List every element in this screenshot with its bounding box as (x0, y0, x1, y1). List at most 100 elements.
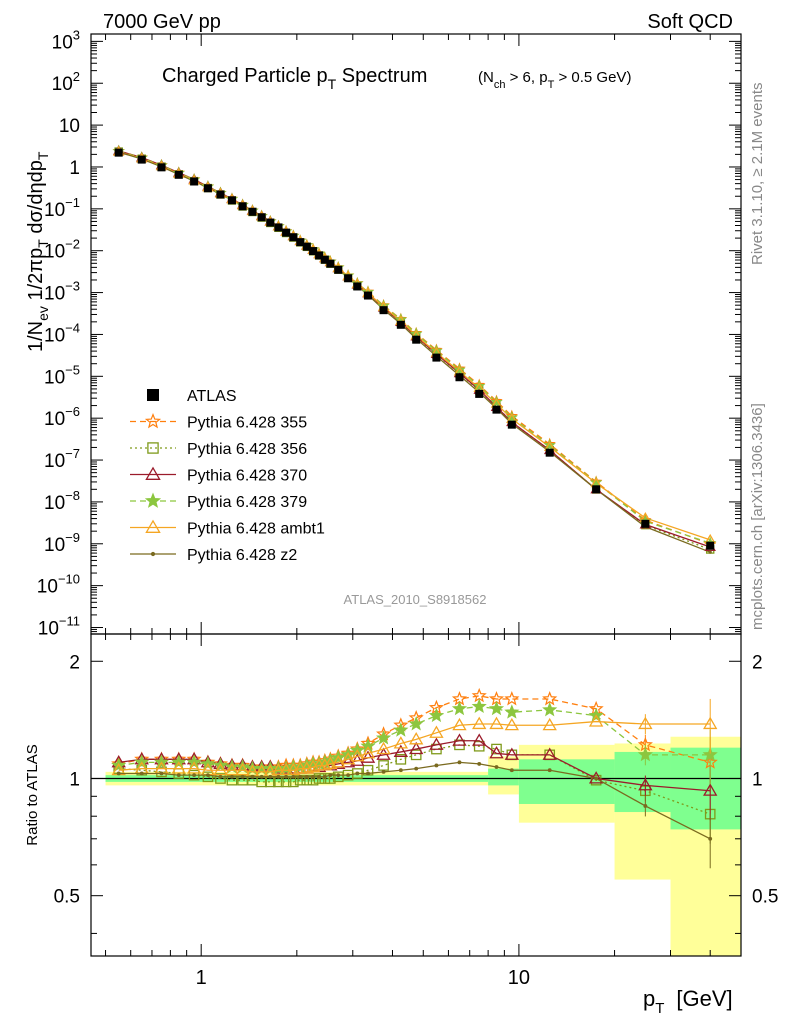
ratio-point-ambt1 (213, 762, 228, 776)
y-tick-label: 10−1 (44, 195, 80, 221)
ratio-point-ambt1 (409, 732, 424, 745)
ratio-point-ambt1 (360, 746, 376, 759)
ratio-point-z2 (230, 774, 234, 779)
ratio-point-z2 (477, 761, 482, 766)
atlas-point (379, 306, 388, 315)
ratio-point-z2 (509, 768, 514, 773)
ratio-point-p379 (451, 700, 468, 716)
ratio-line-ambt1 (118, 720, 711, 773)
atlas-point (257, 213, 266, 222)
y-tick-label: 102 (52, 69, 80, 95)
ratio-point-z2 (336, 773, 341, 778)
ratio-point-ambt1 (317, 758, 333, 771)
xaxis-label: pT [GeV] (643, 986, 733, 1017)
ratio-point-p379 (360, 738, 376, 753)
legend-marker-ambt1 (145, 519, 161, 533)
legend-label: Pythia 6.428 379 (187, 494, 307, 511)
ratio-point-p379 (471, 698, 487, 714)
atlas-point (432, 353, 441, 362)
y-tick-exponent: −8 (65, 488, 80, 503)
ratio-point-z2 (250, 774, 255, 779)
y-tick-label: 10−5 (44, 362, 80, 388)
uncertainty-band-stat (518, 759, 615, 804)
y-tick-label: 10−2 (44, 237, 80, 263)
analysis-id-label: ATLAS_2010_S8918562 (344, 592, 487, 607)
ratio-point-p370 (504, 747, 520, 760)
atlas-point (455, 373, 464, 382)
y-tick-exponent: −11 (59, 614, 80, 629)
atlas-point (266, 218, 275, 227)
atlas-point (227, 196, 236, 205)
y-tick-exponent: −1 (65, 195, 80, 210)
ratio-point-p379 (504, 704, 520, 719)
ratio-point-z2 (291, 774, 296, 779)
ratio-ylabel: Ratio to ATLAS (24, 744, 41, 845)
ratio-point-z2 (355, 771, 360, 776)
ratio-point-p370 (542, 747, 557, 760)
y-tick-label: 10−8 (44, 488, 80, 514)
ratio-point-p370 (638, 778, 653, 791)
ratio-y-tick-label: 1 (69, 769, 80, 790)
ratio-point-z2 (317, 774, 322, 779)
ratio-point-p370 (350, 753, 365, 766)
atlas-point (203, 184, 212, 193)
y-tick-label: 10 (59, 116, 80, 137)
ratio-point-ambt1 (376, 741, 391, 755)
ratio-point-z2 (240, 774, 245, 779)
atlas-point (320, 255, 329, 264)
ratio-point-z2 (139, 771, 144, 776)
ratio-point-ambt1 (323, 756, 338, 769)
y-tick-exponent: −2 (65, 237, 80, 252)
ratio-point-ambt1 (452, 717, 467, 731)
atlas-point (641, 519, 650, 528)
ratio-point-z2 (205, 773, 210, 778)
y-tick-exponent: −9 (65, 530, 80, 545)
atlas-point (238, 202, 247, 211)
main-title: Charged Particle pT Spectrum (162, 65, 427, 92)
ratio-point-z2 (457, 760, 462, 765)
ratio-y-tick-label-right: 0.5 (752, 887, 778, 908)
y-tick-mantissa: 10 (52, 74, 73, 95)
atlas-point (190, 177, 199, 186)
y-tick-exponent: −7 (65, 446, 80, 461)
ratio-point-p379 (408, 716, 424, 731)
atlas-point (315, 251, 324, 260)
atlas-point (475, 389, 484, 398)
ratio-point-z2 (259, 774, 264, 779)
title-sub: T (328, 76, 337, 92)
ratio-point-p370 (393, 744, 409, 757)
atlas-point (114, 148, 123, 157)
legend-label: Pythia 6.428 355 (187, 415, 307, 432)
ratio-point-p370 (360, 750, 376, 763)
legend-label: Pythia 6.428 z2 (187, 547, 297, 564)
ratio-point-p356 (215, 773, 226, 784)
ratio-point-p379 (702, 746, 718, 762)
ratio-point-z2 (414, 766, 419, 771)
ratio-point-p356 (313, 773, 325, 784)
ratio-point-ambt1 (271, 762, 286, 776)
y-tick-label: 10−6 (44, 404, 80, 430)
y-tick-exponent: −6 (65, 404, 80, 419)
title-tail: Spectrum (336, 65, 427, 87)
y-tick-mantissa: 10 (52, 32, 73, 53)
ratio-point-p379 (637, 746, 653, 762)
main-line-z2 (118, 151, 711, 553)
y-tick-exponent: −10 (58, 572, 80, 587)
y-tick-mantissa: 10 (44, 367, 65, 388)
ratio-point-z2 (366, 771, 370, 776)
atlas-point (289, 233, 298, 242)
y-tick-mantissa: 10 (38, 619, 59, 640)
y-tick-exponent: −3 (65, 279, 80, 294)
legend-marker-p370 (145, 466, 161, 480)
legend: ATLAS Pythia 6.428 355 Pythia 6.428 356 Pyt… (130, 388, 325, 564)
ratio-point-z2 (547, 768, 552, 773)
y-tick-label: 10−10 (37, 572, 80, 598)
y-tick-label: 10−7 (44, 446, 80, 472)
ratio-point-ambt1 (224, 762, 240, 776)
ratio-point-z2 (328, 773, 333, 778)
y-tick-mantissa: 10 (44, 451, 65, 472)
ratio-point-ambt1 (542, 717, 557, 731)
atlas-point (507, 420, 516, 429)
ratio-point-z2 (159, 771, 164, 776)
ratio-y-tick-label-right: 1 (752, 769, 763, 790)
